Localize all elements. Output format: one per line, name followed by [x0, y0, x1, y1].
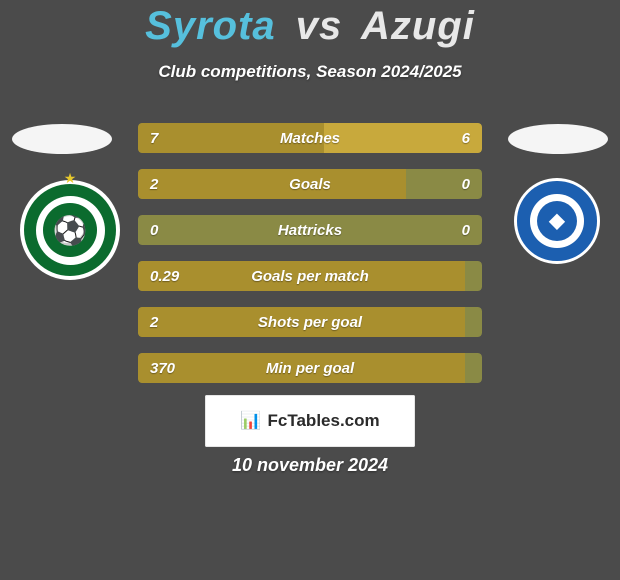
stat-row-mpg: 370Min per goal	[138, 353, 482, 383]
subtitle: Club competitions, Season 2024/2025	[0, 62, 620, 82]
stat-label: Shots per goal	[138, 307, 482, 337]
stage: Syrota vs Azugi Club competitions, Seaso…	[0, 0, 620, 580]
attribution-badge: 📊 FcTables.com	[205, 395, 415, 447]
snapshot-date: 10 november 2024	[0, 455, 620, 476]
star-icon: ★	[20, 170, 120, 187]
club-crest-left: ⚽ ★	[20, 180, 120, 280]
avatar-left	[12, 124, 112, 154]
title-player-left: Syrota	[145, 4, 276, 48]
stat-label: Goals	[138, 169, 482, 199]
page-title: Syrota vs Azugi	[0, 4, 620, 49]
diamond-icon: ◆	[549, 208, 564, 233]
soccer-ball-icon: ⚽	[53, 214, 88, 247]
stat-row-gpm: 0.29Goals per match	[138, 261, 482, 291]
stat-row-hattricks: 00Hattricks	[138, 215, 482, 245]
chart-icon: 📊	[240, 411, 261, 431]
title-player-right: Azugi	[361, 4, 475, 48]
stat-label: Goals per match	[138, 261, 482, 291]
attribution-text: FcTables.com	[268, 411, 380, 431]
stat-label: Matches	[138, 123, 482, 153]
stat-row-spg: 2Shots per goal	[138, 307, 482, 337]
stat-label: Min per goal	[138, 353, 482, 383]
stat-row-goals: 20Goals	[138, 169, 482, 199]
stat-row-matches: 76Matches	[138, 123, 482, 153]
club-crest-right: ◆	[514, 178, 600, 264]
title-vs: vs	[296, 4, 343, 48]
avatar-right	[508, 124, 608, 154]
stats-chart: 76Matches 20Goals 00Hattricks 0.29Goals per…	[138, 123, 482, 399]
stat-label: Hattricks	[138, 215, 482, 245]
